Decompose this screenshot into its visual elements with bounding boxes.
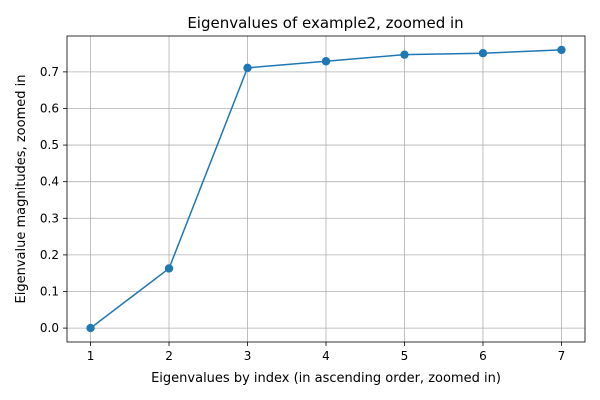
data-point [557, 45, 566, 55]
x-tick-label: 4 [322, 349, 330, 363]
grid [67, 36, 585, 342]
x-tick-label: 6 [479, 349, 487, 363]
x-tick-label: 7 [558, 349, 566, 363]
data-point [400, 50, 409, 59]
y-tick-label: 0.5 [40, 138, 59, 152]
x-tick-label: 1 [87, 349, 95, 363]
y-tick-label: 0.3 [40, 211, 59, 225]
x-tick-label: 5 [401, 349, 409, 363]
y-tick-label: 0.4 [40, 175, 59, 189]
y-axis-ticks: 0.0 0.1 0.2 0.3 0.4 0.5 0.6 0.7 [40, 65, 67, 335]
x-axis-label: Eigenvalues by index (in ascending order… [151, 371, 501, 386]
data-point [164, 264, 174, 273]
y-tick-label: 0.7 [40, 65, 59, 79]
y-tick-label: 0.6 [40, 101, 59, 115]
x-axis-ticks: 1 2 3 4 5 6 7 [87, 342, 566, 363]
plot-area [86, 45, 566, 333]
data-point [243, 63, 252, 73]
chart-title: Eigenvalues of example2, zoomed in [187, 14, 463, 32]
y-axis-label: Eigenvalue magnitudes, zoomed in [14, 75, 29, 304]
y-tick-label: 0.1 [40, 284, 59, 298]
data-point [321, 57, 331, 66]
data-point [86, 323, 95, 333]
x-tick-label: 3 [244, 349, 252, 363]
y-tick-label: 0.2 [40, 248, 59, 262]
x-tick-label: 2 [165, 349, 173, 363]
y-tick-label: 0.0 [40, 321, 59, 335]
data-point [478, 49, 488, 58]
